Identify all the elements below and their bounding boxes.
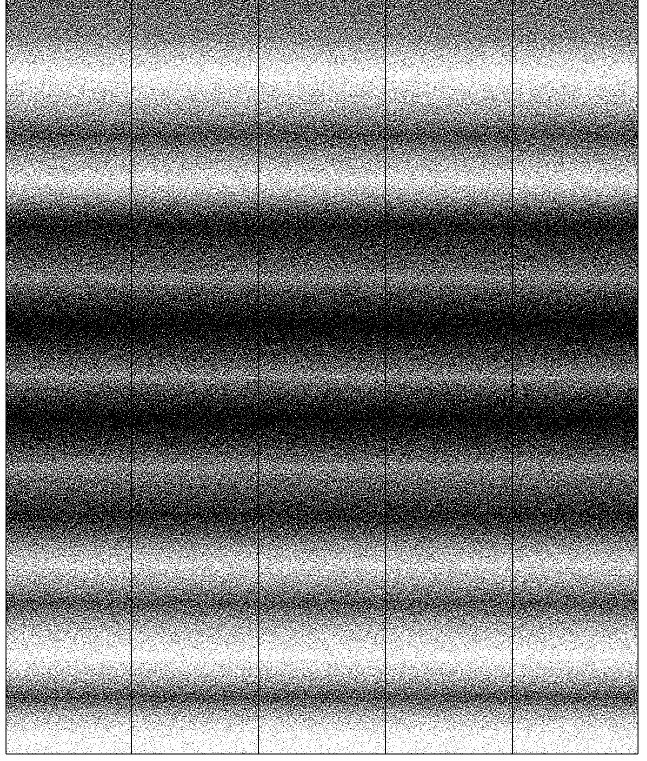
dither-field: [6, 0, 638, 754]
dithered-image: [0, 0, 647, 761]
page: [0, 0, 647, 761]
